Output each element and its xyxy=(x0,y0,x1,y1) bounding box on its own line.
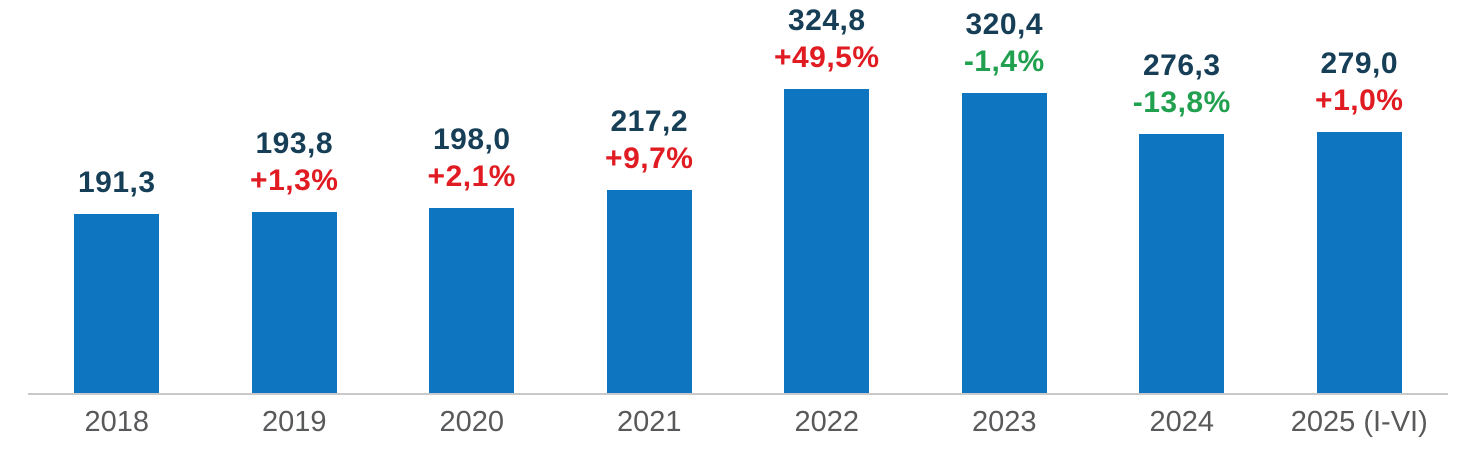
bar-label-group: 198,0 +2,1% xyxy=(428,121,516,195)
bar xyxy=(251,212,337,393)
value-label: 193,8 xyxy=(255,127,334,160)
x-tick-label: 2022 xyxy=(794,406,859,438)
bar-label-group: 193,8 +1,3% xyxy=(250,125,338,199)
x-tick-label: 2018 xyxy=(84,406,149,438)
x-tick-label: 2023 xyxy=(971,406,1037,438)
bar-column: 217,2 +9,7% xyxy=(561,0,739,393)
value-label: 276,3 xyxy=(1142,49,1221,82)
bar xyxy=(74,214,160,393)
bar xyxy=(1316,132,1402,393)
bar-column: 320,4 -1,4% xyxy=(916,0,1094,393)
bar-column: 193,8 +1,3% xyxy=(206,0,384,393)
bar xyxy=(1139,134,1225,393)
bar-label-group: 324,8 +49,5% xyxy=(774,2,880,76)
bar xyxy=(606,190,692,393)
change-percent-label: +9,7% xyxy=(605,142,694,175)
change-percent-label: +49,5% xyxy=(773,41,880,74)
x-tick-label: 2025 (I-VI) xyxy=(1290,406,1428,438)
bar-column: 191,3 xyxy=(28,0,206,393)
chart-area: 191,3 193,8 +1,3% 198,0 +2,1% 217,2 +9,7% 324,8… xyxy=(28,0,1448,439)
value-label: 217,2 xyxy=(610,105,689,138)
bar xyxy=(961,93,1047,393)
change-percent-label: +1,3% xyxy=(250,164,339,197)
value-label: 279,0 xyxy=(1320,47,1399,80)
change-percent-label: -13,8% xyxy=(1132,86,1231,119)
bar xyxy=(784,89,870,393)
plot-area: 191,3 193,8 +1,3% 198,0 +2,1% 217,2 +9,7% 324,8… xyxy=(28,0,1448,395)
bar-column: 279,0 +1,0% xyxy=(1271,0,1449,393)
bar-label-group: 217,2 +9,7% xyxy=(605,103,693,177)
x-axis-tick-row: 2018 2019 2020 2021 2022 2023 2024 2025 (I-VI) xyxy=(28,406,1448,439)
bar-label-group: 320,4 -1,4% xyxy=(964,6,1045,80)
x-tick-label: 2024 xyxy=(1149,406,1214,438)
x-tick-label: 2020 xyxy=(439,406,504,438)
bar-label-group: 276,3 -13,8% xyxy=(1133,47,1231,121)
bar-label-group: 279,0 +1,0% xyxy=(1315,45,1403,119)
bar-column: 198,0 +2,1% xyxy=(383,0,561,393)
value-label: 198,0 xyxy=(432,123,511,156)
x-tick-label: 2021 xyxy=(616,406,682,438)
value-label: 191,3 xyxy=(77,166,156,199)
change-percent-label: +2,1% xyxy=(427,160,516,193)
change-percent-label: +1,0% xyxy=(1315,84,1404,117)
value-label: 320,4 xyxy=(965,8,1044,41)
bar-column: 324,8 +49,5% xyxy=(738,0,916,393)
bar-label-group: 191,3 xyxy=(78,164,156,201)
change-percent-label: -1,4% xyxy=(963,45,1045,78)
value-label: 324,8 xyxy=(787,4,866,37)
bar-column: 276,3 -13,8% xyxy=(1093,0,1271,393)
bar xyxy=(429,208,515,393)
x-tick-label: 2019 xyxy=(261,406,327,438)
